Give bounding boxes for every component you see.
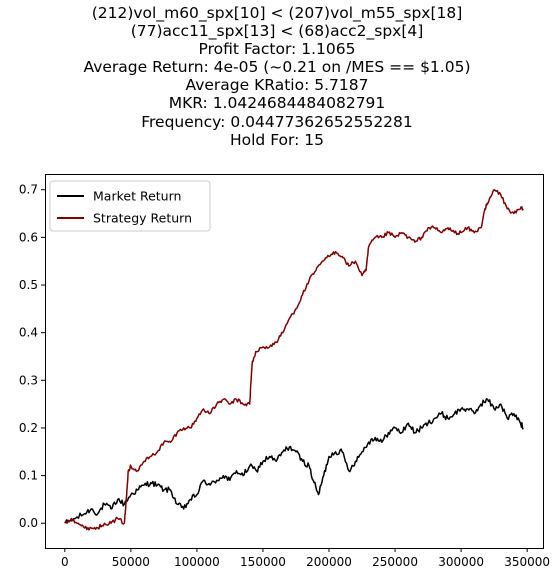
x-axis: 0 50000 100000 150000 200000 250000 300000 3500…	[61, 548, 550, 569]
y-tick-label: 0.4	[19, 326, 38, 340]
title-line: MKR: 1.0424684484082791	[168, 94, 386, 113]
legend-label: Strategy Return	[93, 211, 192, 226]
title-line: Average Return: 4e-05 (~0.21 on /MES == …	[83, 58, 471, 77]
y-tick-label: 0.7	[19, 183, 38, 197]
title-line: (212)vol_m60_spx[10] < (207)vol_m55_spx[…	[91, 4, 463, 22]
title-line: (77)acc11_spx[13] < (68)acc2_spx[4]	[130, 22, 424, 41]
chart-title: (212)vol_m60_spx[10] < (207)vol_m55_spx[…	[0, 4, 554, 149]
legend: Market Return Strategy Return	[49, 180, 211, 232]
x-tick-label: 350000	[504, 555, 550, 569]
title-line: Hold For: 15	[229, 130, 325, 149]
x-tick-label: 100000	[174, 555, 220, 569]
title-line: Frequency: 0.04477362652552281	[141, 112, 413, 131]
y-tick-label: 0.0	[19, 516, 38, 530]
x-tick-label: 250000	[372, 555, 418, 569]
y-tick-label: 0.5	[19, 278, 38, 292]
legend-label: Market Return	[93, 189, 181, 204]
series-layer	[64, 188, 524, 531]
y-tick-label: 0.3	[19, 373, 38, 387]
y-tick-label: 0.6	[19, 230, 38, 244]
x-tick-label: 0	[61, 555, 69, 569]
legend-box	[49, 180, 211, 232]
y-tick-label: 0.1	[19, 469, 38, 483]
y-axis: 0.0 0.1 0.2 0.3 0.4 0.5 0.6 0.7	[19, 183, 45, 530]
x-tick-label: 200000	[306, 555, 352, 569]
series-line	[64, 188, 524, 531]
title-line: Profit Factor: 1.1065	[198, 40, 356, 59]
title-line: Average KRatio: 5.7187	[185, 76, 369, 95]
x-tick-label: 300000	[438, 555, 484, 569]
y-tick-label: 0.2	[19, 421, 38, 435]
x-tick-label: 150000	[240, 555, 286, 569]
x-tick-label: 50000	[112, 555, 150, 569]
plot-frame	[45, 174, 544, 549]
series-line	[64, 398, 524, 524]
